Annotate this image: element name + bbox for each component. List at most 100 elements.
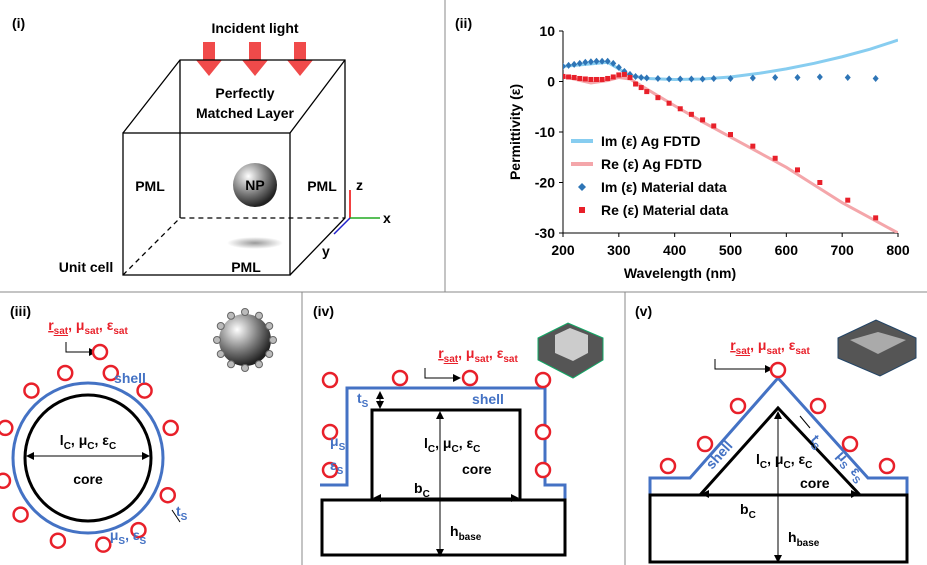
panel-ii: (ii) Wavelength (nm) Permittivity (ε) -3… (455, 15, 910, 281)
x-tick-label: 500 (719, 242, 743, 258)
separator: , (125, 527, 133, 543)
data-point (561, 74, 566, 79)
panel-label: (v) (635, 303, 652, 319)
icon-dot (256, 361, 263, 368)
data-point (655, 75, 661, 82)
separator: , (95, 432, 103, 448)
x-tick-label: 800 (886, 242, 910, 258)
subscript: C (760, 460, 767, 471)
subscript: sat (444, 354, 459, 365)
data-point (750, 144, 755, 149)
core (25, 395, 151, 521)
satellite (323, 373, 337, 387)
icon-dot (228, 361, 235, 368)
satellite (536, 373, 550, 387)
data-point (772, 74, 778, 81)
x-tick-label: 300 (607, 242, 631, 258)
data-point (700, 117, 705, 122)
thickness-label: tS (176, 503, 188, 523)
data-point (616, 72, 621, 77)
satellite-params: rsat, μsat, εsat (438, 345, 518, 365)
subscript: sat (503, 354, 518, 365)
icon-dot (270, 337, 277, 344)
symbol: μ (775, 451, 784, 467)
symbol: μ (110, 527, 119, 543)
figure: (i) Incident light Perfectly Matched Lay… (0, 0, 927, 565)
width-label: bC (414, 480, 430, 500)
incident-label: Incident light (211, 20, 298, 36)
satellite-params: rsat, μsat, εsat (48, 317, 128, 337)
x-tick-label: 700 (830, 242, 854, 258)
y-tick-label: -20 (535, 175, 555, 191)
satellite-params: rsat, μsat, εsat (730, 337, 810, 357)
data-point (667, 101, 672, 106)
subscript: C (423, 489, 430, 500)
y-axis-title: Permittivity (ε) (507, 84, 523, 180)
panel-v: (v) rsat, μsat, εsat shell tS μS εS lC, … (635, 303, 916, 562)
data-point (845, 198, 850, 203)
symbol: μ (758, 337, 767, 353)
separator: , (99, 317, 107, 333)
y-tick-label: -10 (535, 124, 555, 140)
symbol: h (788, 529, 797, 545)
symbol: μ (79, 432, 88, 448)
data-point (638, 74, 644, 81)
data-point (577, 76, 582, 81)
subscript: C (473, 444, 480, 455)
symbol: μ (443, 435, 452, 451)
separator: , (750, 337, 758, 353)
base-label: hbase (788, 529, 820, 549)
separator: , (71, 432, 79, 448)
width-label: bC (740, 501, 756, 521)
pml-left: PML (135, 178, 165, 194)
subscript: C (428, 444, 435, 455)
subscript: C (87, 441, 94, 452)
icon (219, 314, 271, 366)
data-point (572, 75, 577, 80)
separator: , (458, 345, 466, 361)
satellite (463, 371, 477, 385)
icon-dot (228, 312, 235, 319)
data-point (566, 62, 572, 69)
core-params: lC, μC, εC (756, 451, 812, 471)
core-params: lC, μC, εC (60, 432, 116, 452)
data-point (622, 72, 627, 77)
satellite (731, 399, 745, 413)
subscript: base (459, 532, 482, 543)
base (322, 500, 565, 555)
symbol: μ (76, 317, 85, 333)
data-point (817, 180, 822, 185)
shell-mu: μS (330, 433, 346, 453)
data-point (711, 75, 717, 82)
subscript: C (783, 460, 790, 471)
pointer (66, 342, 96, 352)
subscript: S (140, 536, 147, 547)
subscript: sat (113, 326, 128, 337)
data-point (873, 215, 878, 220)
axis-label: z (356, 177, 363, 193)
satellite (536, 463, 550, 477)
np-label: NP (245, 177, 264, 193)
arrows (196, 42, 313, 76)
legend-swatch (579, 207, 585, 213)
subscript: sat (766, 346, 781, 357)
data-point (688, 75, 694, 82)
satellite (393, 371, 407, 385)
subscript: sat (54, 326, 69, 337)
unit-cell: Unit cell (59, 259, 113, 275)
dividers (0, 0, 927, 565)
symbol: h (450, 523, 459, 539)
pml-top: Matched Layer (196, 105, 295, 121)
icon-dot (242, 365, 249, 372)
data-point (639, 85, 644, 90)
subscript: sat (736, 346, 751, 357)
subscript: C (805, 460, 812, 471)
legend-swatch (578, 183, 586, 191)
subscript: base (797, 538, 820, 549)
satellite (698, 437, 712, 451)
icon-dot (214, 337, 221, 344)
shadow (227, 237, 283, 249)
pointer (425, 368, 460, 378)
data-point (611, 74, 616, 79)
data-point (588, 77, 593, 82)
